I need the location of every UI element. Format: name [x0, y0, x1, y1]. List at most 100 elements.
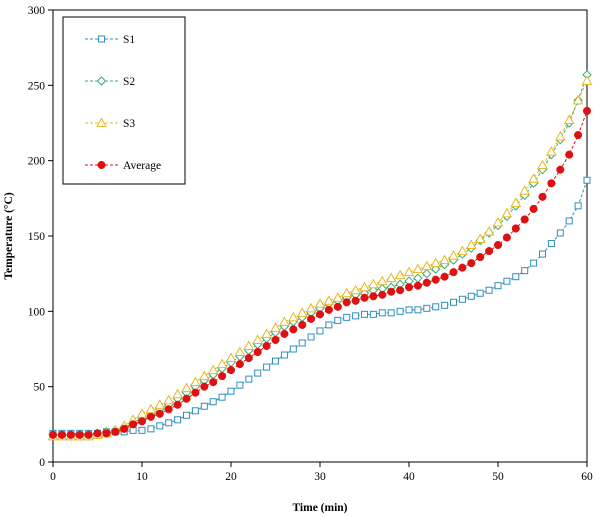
legend-marker: [96, 117, 107, 127]
legend-item-s3: S3: [85, 117, 135, 130]
data-point: [280, 329, 289, 338]
data-point: [546, 146, 557, 156]
data-point: [432, 303, 440, 311]
legend-label: S2: [123, 76, 135, 88]
legend: S1 S2 S3 Average: [62, 16, 186, 185]
data-point: [164, 405, 173, 414]
data-point: [343, 313, 351, 321]
x-axis-label: Time (min): [292, 502, 347, 514]
y-tick-label: 200: [28, 156, 46, 168]
data-point: [547, 240, 555, 248]
data-point: [530, 259, 538, 267]
data-point: [216, 358, 228, 369]
data-point: [511, 224, 520, 233]
data-point: [476, 289, 484, 297]
data-point: [218, 372, 227, 381]
data-point: [129, 420, 138, 429]
data-point: [376, 275, 388, 286]
y-tick-label: 0: [39, 457, 45, 469]
y-tick-label: 50: [34, 382, 46, 394]
data-point: [369, 292, 378, 301]
data-point: [234, 346, 246, 357]
data-point: [503, 277, 511, 285]
data-point: [174, 416, 182, 424]
data-point: [298, 320, 307, 329]
data-point: [296, 307, 308, 317]
data-point: [521, 267, 529, 275]
data-point: [440, 272, 449, 281]
data-point: [465, 239, 477, 250]
data-point: [173, 400, 182, 409]
data-point: [262, 341, 271, 351]
data-point: [441, 301, 449, 309]
axis-ticks: 0 10 20 30 40 50 60 0 50 100 150 200 250 300: [28, 5, 593, 483]
data-point: [191, 388, 200, 397]
data-point: [316, 327, 324, 335]
data-point: [138, 426, 146, 434]
data-point: [191, 407, 199, 415]
data-point: [485, 247, 494, 256]
data-point: [332, 292, 344, 302]
data-point: [537, 159, 548, 170]
data-point: [529, 204, 538, 213]
data-point: [341, 287, 353, 298]
data-point: [581, 75, 593, 85]
data-point: [209, 378, 218, 387]
data-point: [448, 250, 459, 260]
data-point: [334, 316, 342, 324]
data-point: [235, 360, 244, 369]
x-tick-label: 60: [581, 471, 593, 483]
data-point: [403, 266, 415, 277]
data-point: [163, 394, 175, 405]
data-point: [474, 233, 486, 244]
data-point: [190, 376, 201, 387]
data-point: [218, 393, 226, 401]
data-point: [225, 352, 237, 363]
series-average: [48, 106, 592, 439]
legend-box: [62, 16, 186, 185]
data-point: [556, 229, 564, 237]
series-layer: [47, 70, 593, 441]
data-point: [421, 260, 433, 271]
data-point: [458, 295, 466, 303]
data-point: [305, 302, 317, 313]
data-point: [84, 430, 93, 439]
legend-marker: [98, 35, 105, 43]
data-point: [574, 131, 583, 140]
data-point: [93, 429, 102, 438]
data-point: [510, 197, 522, 207]
legend-item-s1: S1: [85, 34, 135, 46]
data-point: [254, 369, 262, 377]
data-point: [431, 275, 440, 284]
x-tick-label: 30: [314, 471, 326, 483]
legend-label: S1: [123, 34, 135, 46]
data-point: [450, 298, 457, 306]
data-point: [439, 254, 450, 265]
data-point: [342, 298, 351, 307]
data-point: [146, 412, 155, 421]
data-point: [476, 253, 485, 262]
data-point: [539, 250, 546, 258]
data-point: [209, 398, 217, 406]
data-point: [181, 382, 192, 393]
data-point: [120, 424, 129, 433]
data-point: [572, 94, 584, 105]
data-point: [565, 217, 573, 225]
data-point: [325, 321, 333, 329]
data-point: [430, 257, 442, 268]
data-point: [563, 114, 575, 124]
data-point: [207, 364, 219, 375]
data-point: [136, 408, 148, 418]
data-point: [298, 339, 306, 347]
data-point: [574, 202, 582, 210]
data-point: [183, 411, 190, 419]
data-point: [156, 422, 164, 430]
data-point: [253, 347, 262, 357]
legend-item-s2: S2: [85, 76, 135, 88]
data-point: [396, 307, 404, 315]
data-point: [227, 387, 235, 395]
y-tick-label: 250: [28, 80, 46, 92]
x-tick-label: 50: [492, 471, 504, 483]
data-point: [528, 173, 539, 183]
data-point: [501, 207, 513, 218]
